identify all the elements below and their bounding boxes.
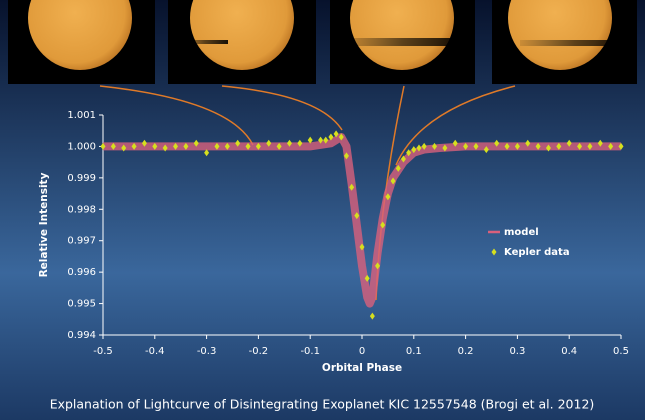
x-axis-title: Orbital Phase	[322, 362, 402, 374]
data-point	[463, 142, 469, 150]
data-point	[494, 139, 500, 147]
y-tick-label: 0.999	[67, 173, 96, 184]
data-point	[395, 164, 401, 172]
y-tick-label: 0.995	[67, 299, 96, 310]
data-point	[141, 139, 147, 147]
data-point	[338, 133, 344, 141]
data-point	[286, 139, 292, 147]
data-point	[390, 177, 396, 185]
data-point	[110, 142, 116, 150]
legend-swatch	[491, 248, 497, 256]
data-point	[432, 142, 438, 150]
data-point	[473, 142, 479, 150]
data-point	[421, 142, 427, 150]
data-point	[380, 221, 386, 229]
x-tick-label: -0.3	[197, 346, 217, 357]
data-point	[323, 136, 329, 144]
data-point	[235, 139, 241, 147]
data-point	[266, 139, 272, 147]
legend-label: model	[504, 227, 539, 238]
data-point	[245, 142, 251, 150]
x-tick-label: 0.4	[561, 346, 577, 357]
data-point	[587, 142, 593, 150]
x-tick-label: 0.2	[458, 346, 474, 357]
data-point	[385, 193, 391, 201]
data-point	[514, 142, 520, 150]
legend-label: Kepler data	[504, 247, 570, 258]
data-point	[131, 142, 137, 150]
data-point	[369, 312, 375, 320]
data-point	[173, 142, 179, 150]
x-tick-label: 0.3	[509, 346, 525, 357]
data-point	[535, 142, 541, 150]
data-point	[504, 142, 510, 150]
y-tick-label: 0.996	[67, 267, 96, 278]
y-tick-label: 0.998	[67, 204, 96, 215]
data-point	[152, 142, 158, 150]
data-point	[297, 139, 303, 147]
x-tick-label: 0.5	[613, 346, 629, 357]
data-point	[214, 142, 220, 150]
data-point	[618, 142, 624, 150]
data-point	[100, 142, 106, 150]
data-point	[406, 149, 412, 157]
data-point	[400, 155, 406, 163]
x-tick-label: -0.2	[249, 346, 269, 357]
data-point	[193, 139, 199, 147]
data-point	[204, 149, 210, 157]
data-point	[354, 212, 360, 220]
data-point	[577, 142, 583, 150]
data-point	[318, 136, 324, 144]
x-tick-label: -0.1	[300, 346, 320, 357]
x-tick-label: -0.5	[93, 346, 113, 357]
y-tick-label: 0.997	[67, 236, 96, 247]
data-point	[162, 144, 168, 152]
data-point	[483, 146, 489, 154]
data-point	[545, 144, 551, 152]
data-point	[333, 130, 339, 138]
data-point	[121, 144, 127, 152]
data-point	[608, 142, 614, 150]
y-axis-title: Relative Intensity	[38, 172, 50, 277]
caption: Explanation of Lightcurve of Disintegrat…	[50, 397, 595, 412]
data-point	[452, 139, 458, 147]
data-point	[255, 142, 261, 150]
x-tick-label: 0	[359, 346, 365, 357]
data-point	[224, 142, 230, 150]
y-tick-label: 0.994	[67, 330, 96, 341]
data-point	[556, 142, 562, 150]
model-line	[103, 133, 621, 308]
data-point	[375, 262, 381, 270]
y-tick-label: 1.001	[67, 110, 96, 121]
x-tick-label: 0.1	[406, 346, 422, 357]
data-point	[343, 152, 349, 160]
data-point	[328, 133, 334, 141]
data-point	[364, 274, 370, 282]
data-point	[416, 144, 422, 152]
x-tick-label: -0.4	[145, 346, 165, 357]
data-point	[411, 146, 417, 154]
y-tick-label: 1.000	[67, 141, 96, 152]
data-point	[307, 136, 313, 144]
star-panels	[8, 0, 637, 84]
data-point	[566, 139, 572, 147]
data-point	[597, 139, 603, 147]
data-point	[183, 142, 189, 150]
data-point	[276, 142, 282, 150]
data-point	[349, 183, 355, 191]
data-point	[442, 144, 448, 152]
data-point	[525, 139, 531, 147]
data-point	[359, 243, 365, 251]
